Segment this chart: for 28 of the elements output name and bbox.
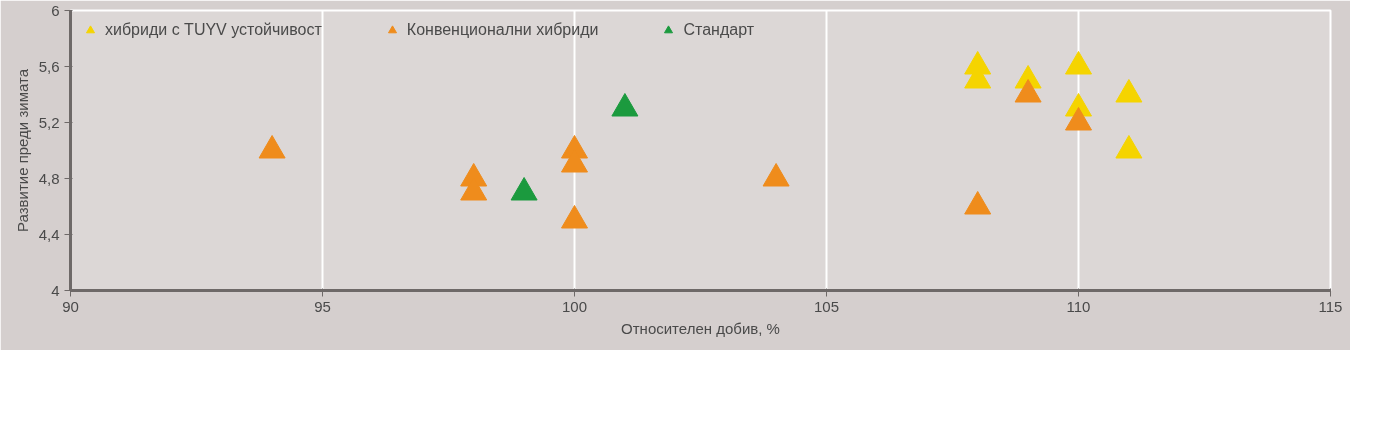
x-tick-label: 90	[62, 297, 79, 315]
y-tick-label: 6	[51, 1, 60, 19]
y-tick-label: 4	[51, 281, 60, 299]
legend-label: хибриди с TUYV устойчивост	[105, 21, 322, 39]
point	[1065, 50, 1092, 75]
x-axis-title: Относителен добив, %	[621, 319, 780, 337]
legend-label: Конвенционални хибриди	[406, 21, 599, 39]
point	[964, 190, 992, 215]
point	[762, 162, 790, 187]
y-axis-title: Развитие преди зимата	[13, 68, 31, 233]
point	[1065, 106, 1092, 131]
point	[561, 204, 588, 229]
x-tick-label: 105	[813, 297, 840, 315]
y-tick-label: 5,6	[38, 57, 60, 75]
x-tick-label: 95	[314, 297, 331, 315]
y-tick-label: 4,8	[38, 169, 60, 187]
x-tick-label: 110	[1066, 297, 1091, 315]
point	[510, 176, 538, 201]
point	[1115, 78, 1143, 103]
legend-label: Стандарт	[683, 21, 754, 39]
point	[611, 92, 639, 117]
y-tick-label: 4,4	[38, 225, 60, 243]
x-tick-label: 115	[1318, 297, 1343, 315]
point	[258, 134, 286, 159]
point	[1014, 78, 1042, 103]
x-tick-label: 100	[561, 297, 588, 315]
y-tick-label: 5,2	[38, 113, 60, 131]
point	[1115, 134, 1143, 159]
